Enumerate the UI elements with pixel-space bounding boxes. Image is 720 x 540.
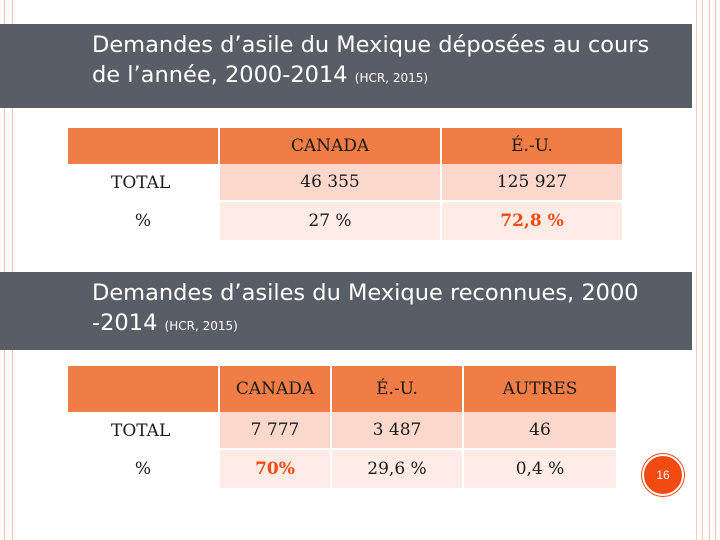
cell-canada-percent: 70% bbox=[218, 450, 330, 488]
header-usa: É.-U. bbox=[440, 128, 622, 164]
title-line-2: -2014 (HCR, 2015) bbox=[92, 310, 238, 336]
left-decorative-border bbox=[4, 0, 13, 540]
cell-canada-total: 46 355 bbox=[218, 164, 440, 202]
right-decorative-border bbox=[696, 0, 716, 540]
cell-usa-percent: 72,8 % bbox=[440, 202, 622, 240]
title-source: (HCR, 2015) bbox=[164, 319, 238, 333]
title-source: (HCR, 2015) bbox=[354, 71, 429, 85]
header-others: AUTRES bbox=[462, 366, 616, 412]
cell-canada-percent: 27 % bbox=[218, 202, 440, 240]
cell-others-percent: 0,4 % bbox=[462, 450, 616, 488]
deposited-claims-table: CANADA É.-U. TOTAL 46 355 125 927 % 27 %… bbox=[68, 128, 622, 240]
cell-usa-percent: 29,6 % bbox=[330, 450, 462, 488]
title-banner-deposited: Demandes d’asile du Mexique déposées au … bbox=[0, 24, 692, 108]
header-usa: É.-U. bbox=[330, 366, 462, 412]
table-row: % 27 % 72,8 % bbox=[68, 202, 622, 240]
recognized-claims-table: CANADA É.-U. AUTRES TOTAL 7 777 3 487 46… bbox=[68, 366, 616, 488]
cell-canada-total: 7 777 bbox=[218, 412, 330, 450]
title-line-1: Demandes d’asile du Mexique déposées au … bbox=[92, 32, 650, 58]
cell-usa-total: 125 927 bbox=[440, 164, 622, 202]
row-label-total: TOTAL bbox=[68, 164, 218, 202]
title-line-1: Demandes d’asiles du Mexique reconnues, … bbox=[92, 280, 639, 306]
row-label-percent: % bbox=[68, 202, 218, 240]
header-canada: CANADA bbox=[218, 366, 330, 412]
title-banner-recognized: Demandes d’asiles du Mexique reconnues, … bbox=[0, 272, 692, 350]
row-label-total: TOTAL bbox=[68, 412, 218, 450]
table-row: % 70% 29,6 % 0,4 % bbox=[68, 450, 616, 488]
table-header-row: CANADA É.-U. bbox=[68, 128, 622, 164]
cell-usa-total: 3 487 bbox=[330, 412, 462, 450]
cell-others-total: 46 bbox=[462, 412, 616, 450]
table-row: TOTAL 7 777 3 487 46 bbox=[68, 412, 616, 450]
empty-header-cell bbox=[68, 128, 218, 164]
row-label-percent: % bbox=[68, 450, 218, 488]
header-canada: CANADA bbox=[218, 128, 440, 164]
title-line-2: de l’année, 2000-2014 (HCR, 2015) bbox=[92, 62, 429, 88]
table-row: TOTAL 46 355 125 927 bbox=[68, 164, 622, 202]
table-header-row: CANADA É.-U. AUTRES bbox=[68, 366, 616, 412]
page-number-badge: 16 bbox=[642, 454, 684, 496]
empty-header-cell bbox=[68, 366, 218, 412]
